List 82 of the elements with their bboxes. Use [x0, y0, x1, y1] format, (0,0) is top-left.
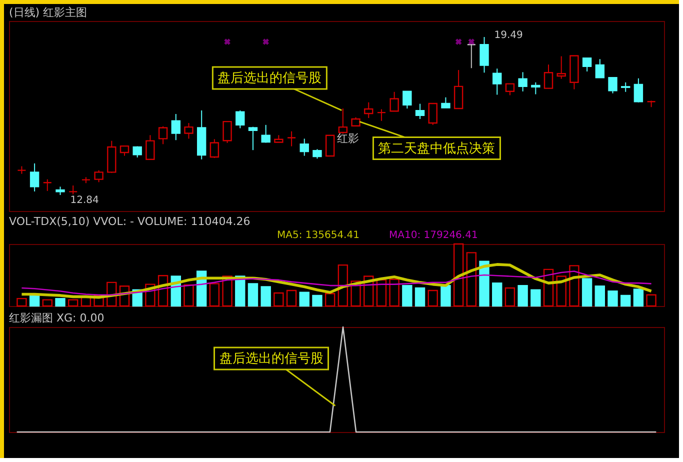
chart-title: VOL-TDX(5,10) VVOL: - VOLUME: 110404.26 [9, 215, 250, 228]
candlestick [428, 102, 438, 126]
bar [402, 284, 412, 307]
chart-title: (日线) 红影主图 [9, 6, 88, 19]
candlestick [158, 126, 168, 145]
candlestick [492, 68, 502, 96]
candlestick [531, 82, 540, 95]
text: MA10: 179246.41 [389, 230, 478, 241]
candlestick [222, 120, 232, 144]
candlestick [390, 91, 399, 112]
bar [324, 293, 336, 307]
annotation: 12.84 [70, 195, 99, 206]
candlestick [620, 82, 630, 92]
annotation: 盘后选出的信号股 [218, 71, 322, 86]
bar [184, 284, 194, 307]
bar [594, 286, 605, 307]
bar [299, 292, 310, 307]
candlestick [454, 70, 464, 110]
bar [428, 290, 438, 307]
candlestick [210, 138, 220, 158]
bar [42, 299, 53, 307]
candlestick [402, 90, 412, 110]
bar [440, 284, 451, 307]
bar [620, 294, 631, 307]
bar [479, 260, 490, 307]
candlestick [634, 78, 644, 103]
candlestick [171, 113, 180, 141]
bar [633, 288, 644, 307]
candlestick [120, 145, 130, 156]
annotation: 盘后选出的信号股 [219, 352, 324, 366]
annotation: 第二天盘中低点决策 [378, 141, 496, 156]
text: MA5: 135654.41 [277, 230, 360, 241]
bar [518, 284, 528, 307]
bar [582, 278, 592, 307]
candlestick [325, 134, 335, 157]
candlestick [236, 110, 245, 129]
candlestick [544, 64, 554, 90]
candlestick [338, 108, 348, 134]
bar [312, 294, 322, 307]
bar [453, 243, 464, 307]
candlestick [312, 148, 322, 160]
bar [16, 298, 27, 307]
bar [338, 264, 348, 307]
bar [466, 252, 477, 307]
bar [260, 286, 271, 307]
candlestick [595, 58, 604, 78]
candlestick [94, 170, 104, 183]
candlestick [248, 126, 258, 151]
candlestick [376, 108, 386, 122]
candlestick [30, 162, 40, 192]
bar [286, 290, 297, 307]
candlestick [261, 124, 270, 144]
candlestick [518, 72, 528, 92]
bar [504, 287, 516, 307]
candlestick [556, 56, 566, 80]
candlestick [146, 134, 155, 160]
bar [646, 294, 656, 307]
candlestick [286, 130, 296, 147]
candlestick [582, 57, 592, 72]
bar [274, 292, 284, 307]
candlestick [608, 77, 618, 94]
bar [55, 298, 66, 307]
candlestick [364, 102, 374, 119]
chart-title: 红影漏图 XG: 0.00 [9, 311, 104, 324]
bar [209, 283, 220, 307]
annotation: 19.49 [494, 30, 523, 41]
candlestick [42, 178, 52, 192]
candlestick [441, 96, 450, 108]
annotation: 红影 [337, 132, 360, 145]
bar [530, 289, 541, 307]
bar [608, 290, 618, 307]
candlestick [184, 122, 194, 140]
candlestick [505, 83, 515, 96]
bar [414, 287, 426, 307]
bar [389, 278, 400, 307]
bar [68, 299, 78, 307]
bar [248, 283, 258, 307]
candlestick [415, 103, 425, 120]
bar [376, 279, 387, 307]
bar [492, 282, 502, 307]
candlestick [300, 138, 309, 156]
candlestick [480, 36, 489, 74]
